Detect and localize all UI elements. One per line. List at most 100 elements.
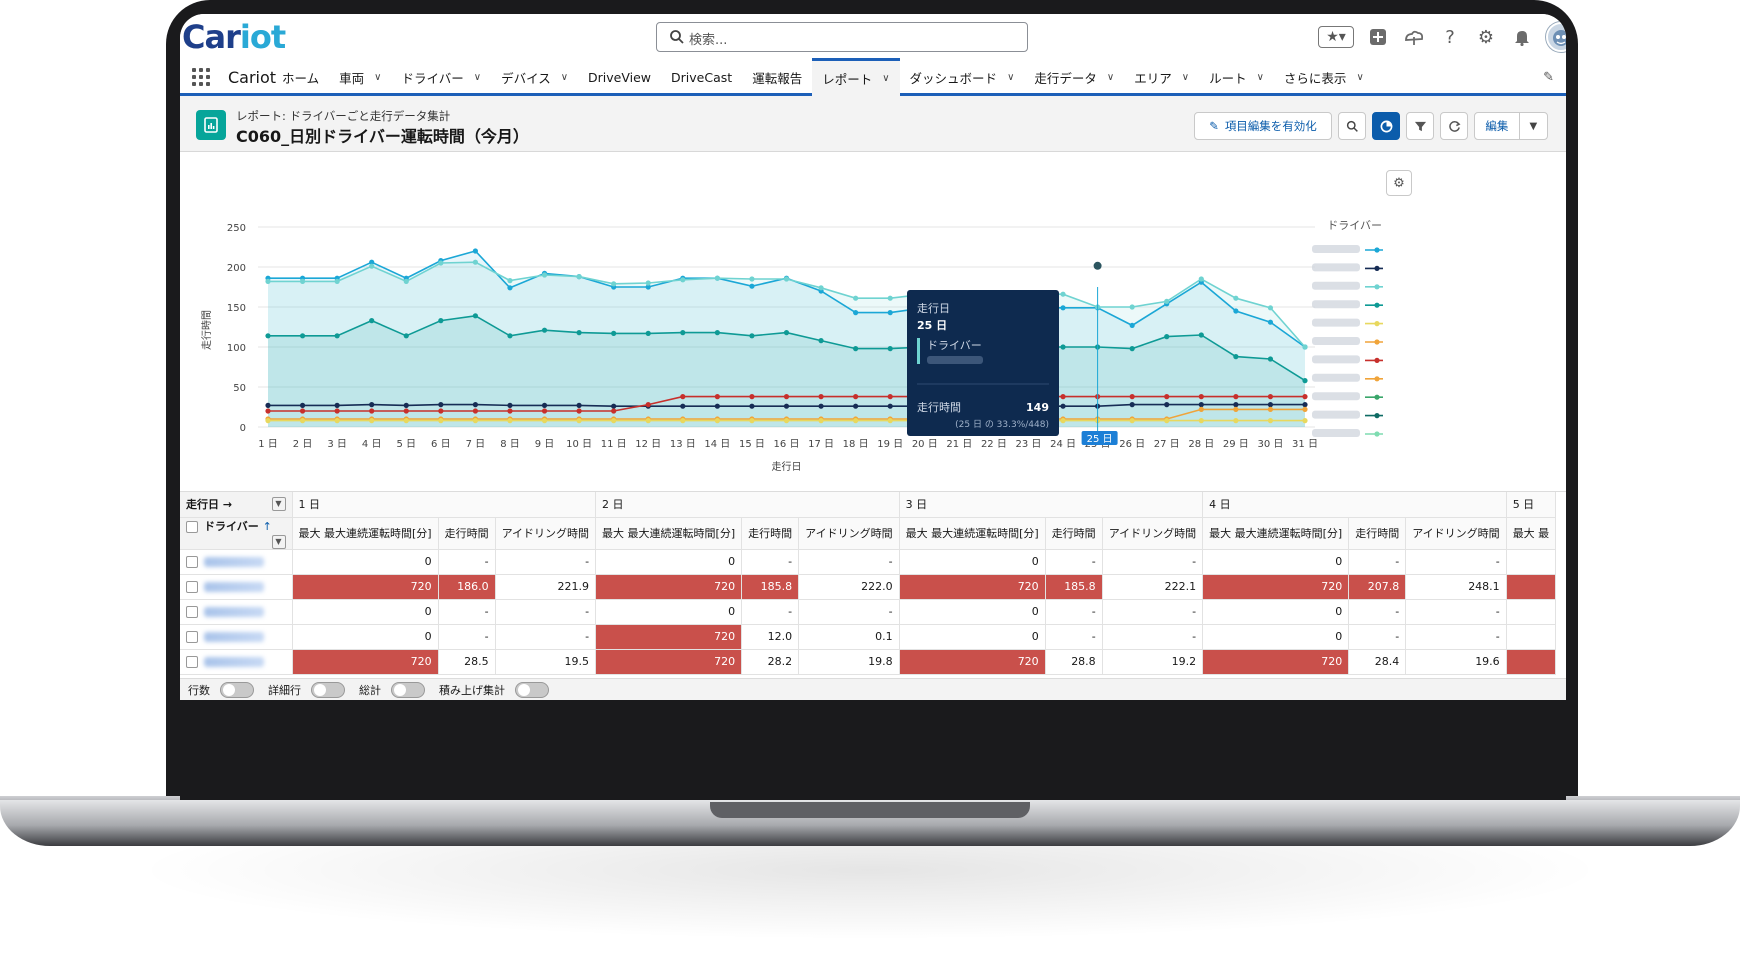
driver-cell[interactable]: [180, 624, 293, 650]
day-group-header: 5 日: [1505, 492, 1557, 518]
edit-nav-pencil-icon[interactable]: ✎: [1543, 70, 1554, 85]
chevron-down-icon[interactable]: ∨: [560, 71, 569, 83]
legend-entry-blurred: [1312, 245, 1360, 253]
user-avatar[interactable]: [1546, 22, 1566, 52]
column-header[interactable]: 最大 最: [1505, 517, 1557, 550]
column-header[interactable]: 最大 最大連続運転時間[分]: [898, 517, 1046, 550]
driver-name-blurred[interactable]: [204, 657, 264, 667]
favorites-star-icon[interactable]: ★▾: [1318, 26, 1354, 48]
enable-field-edit-button[interactable]: ✎ 項目編集を有効化: [1194, 112, 1332, 140]
chevron-down-icon[interactable]: ∨: [374, 71, 382, 83]
driver-name-blurred[interactable]: [204, 607, 264, 617]
column-header[interactable]: 走行時間: [438, 517, 496, 550]
row-checkbox[interactable]: [186, 581, 198, 593]
data-point: [334, 333, 340, 339]
driver-name-blurred[interactable]: [204, 632, 264, 642]
chevron-down-icon[interactable]: ▼: [271, 497, 286, 512]
driver-cell[interactable]: [180, 599, 293, 625]
column-header[interactable]: 走行時間: [741, 517, 800, 550]
data-point: [611, 403, 617, 409]
chevron-down-icon[interactable]: ∨: [473, 71, 482, 83]
column-header[interactable]: アイドリング時間: [495, 517, 597, 550]
trailhead-icon[interactable]: [1402, 25, 1426, 49]
refresh-button[interactable]: [1440, 112, 1468, 140]
row-checkbox[interactable]: [186, 556, 198, 568]
chart-settings-gear-icon[interactable]: ⚙: [1386, 170, 1412, 196]
table-row: 720 28.5 19.5 720 28.2 19.8 720 28.8 19.2 720 28.4…: [180, 649, 1557, 675]
app-navigation: Cariot ホーム 車両 ∨ ドライバー ∨ デバイス ∨ DriveView DriveCa…: [180, 58, 1566, 96]
select-all-checkbox[interactable]: [186, 520, 198, 533]
chevron-down-icon[interactable]: ∨: [1181, 71, 1190, 83]
chevron-down-icon[interactable]: ∨: [882, 73, 890, 84]
column-header[interactable]: 最大 最大連続運転時間[分]: [1202, 517, 1350, 550]
report-type-label: レポート: ドライバーごと走行データ集計: [236, 109, 451, 123]
driver-cell[interactable]: [180, 574, 293, 600]
nav-tab-2[interactable]: ドライバー ∨: [391, 58, 491, 96]
nav-tab-0[interactable]: ホーム: [272, 58, 329, 96]
edit-split-button: 編集 ▼: [1474, 112, 1548, 140]
sort-up-icon[interactable]: ↑: [262, 519, 272, 533]
driver-cell[interactable]: [180, 649, 293, 675]
driver-name-blurred[interactable]: [204, 582, 264, 592]
app-launcher-icon[interactable]: [192, 68, 210, 86]
x-tick-label: 14 日: [704, 439, 730, 450]
corner-header-day[interactable]: 走行日 → ▼: [180, 492, 293, 518]
column-header[interactable]: アイドリング時間: [798, 517, 900, 550]
chevron-down-icon[interactable]: ∨: [1356, 71, 1364, 83]
toggle-switch[interactable]: [391, 681, 425, 698]
value-cell: [1505, 599, 1557, 625]
corner-header-driver[interactable]: ドライバー ↑ ▼: [180, 517, 293, 550]
row-checkbox[interactable]: [186, 656, 198, 668]
search-report-button[interactable]: [1338, 112, 1366, 140]
row-checkbox[interactable]: [186, 606, 198, 618]
toggle-chart-button[interactable]: [1372, 112, 1400, 140]
driver-name-blurred[interactable]: [204, 557, 264, 567]
column-header[interactable]: 走行時間: [1348, 517, 1407, 550]
help-icon[interactable]: ?: [1445, 26, 1455, 48]
setup-gear-icon[interactable]: ⚙: [1477, 26, 1495, 48]
nav-tab-6[interactable]: 運転報告: [742, 58, 812, 96]
nav-tab-7[interactable]: レポート ∨: [812, 58, 900, 96]
nav-tab-4[interactable]: DriveView: [578, 58, 661, 96]
column-header[interactable]: 最大 最大連続運転時間[分]: [291, 517, 439, 550]
edit-button[interactable]: 編集: [1475, 113, 1520, 139]
nav-tab-3[interactable]: デバイス ∨: [491, 58, 578, 96]
toggle-switch[interactable]: [220, 681, 254, 698]
cariot-logo[interactable]: Cariot: [182, 18, 286, 56]
nav-tab-5[interactable]: DriveCast: [661, 58, 742, 96]
column-header[interactable]: アイドリング時間: [1102, 517, 1204, 550]
x-tick-label: 31 日: [1292, 439, 1318, 450]
column-header[interactable]: 走行時間: [1045, 517, 1103, 550]
data-point: [1198, 406, 1204, 412]
global-search[interactable]: 検索...: [656, 22, 1028, 52]
nav-tab-12[interactable]: さらに表示 ∨: [1274, 58, 1374, 96]
nav-tab-11[interactable]: ルート ∨: [1199, 58, 1274, 96]
column-header[interactable]: 最大 最大連続運転時間[分]: [595, 517, 743, 550]
toggle-switch[interactable]: [311, 681, 345, 698]
nav-tab-label: さらに表示: [1283, 70, 1347, 86]
nav-tab-9[interactable]: 走行データ ∨: [1024, 58, 1124, 96]
data-point: [369, 418, 375, 424]
legend-entry-blurred: [1312, 429, 1360, 437]
nav-tab-8[interactable]: ダッシュボード ∨: [900, 58, 1025, 96]
data-point: [265, 418, 271, 424]
data-point: [1060, 403, 1066, 409]
toggle-switch[interactable]: [515, 681, 549, 698]
nav-tab-10[interactable]: エリア ∨: [1124, 58, 1199, 96]
driver-cell[interactable]: [180, 549, 293, 575]
column-header[interactable]: アイドリング時間: [1405, 517, 1507, 550]
notifications-bell-icon[interactable]: [1510, 25, 1534, 49]
filter-button[interactable]: [1406, 112, 1434, 140]
x-tick-label: 27 日: [1154, 439, 1180, 450]
global-add-icon[interactable]: [1366, 25, 1390, 49]
chevron-down-icon[interactable]: ▼: [271, 534, 286, 548]
data-point: [265, 278, 271, 284]
chevron-down-icon[interactable]: ∨: [1106, 71, 1115, 83]
data-point: [1164, 418, 1170, 424]
row-checkbox[interactable]: [186, 631, 198, 643]
nav-tab-1[interactable]: 車両 ∨: [329, 58, 391, 96]
edit-menu-chevron-down-icon[interactable]: ▼: [1529, 120, 1538, 132]
chevron-down-icon[interactable]: ∨: [1007, 71, 1015, 83]
chevron-down-icon[interactable]: ∨: [1256, 71, 1264, 83]
data-point: [1060, 305, 1066, 311]
